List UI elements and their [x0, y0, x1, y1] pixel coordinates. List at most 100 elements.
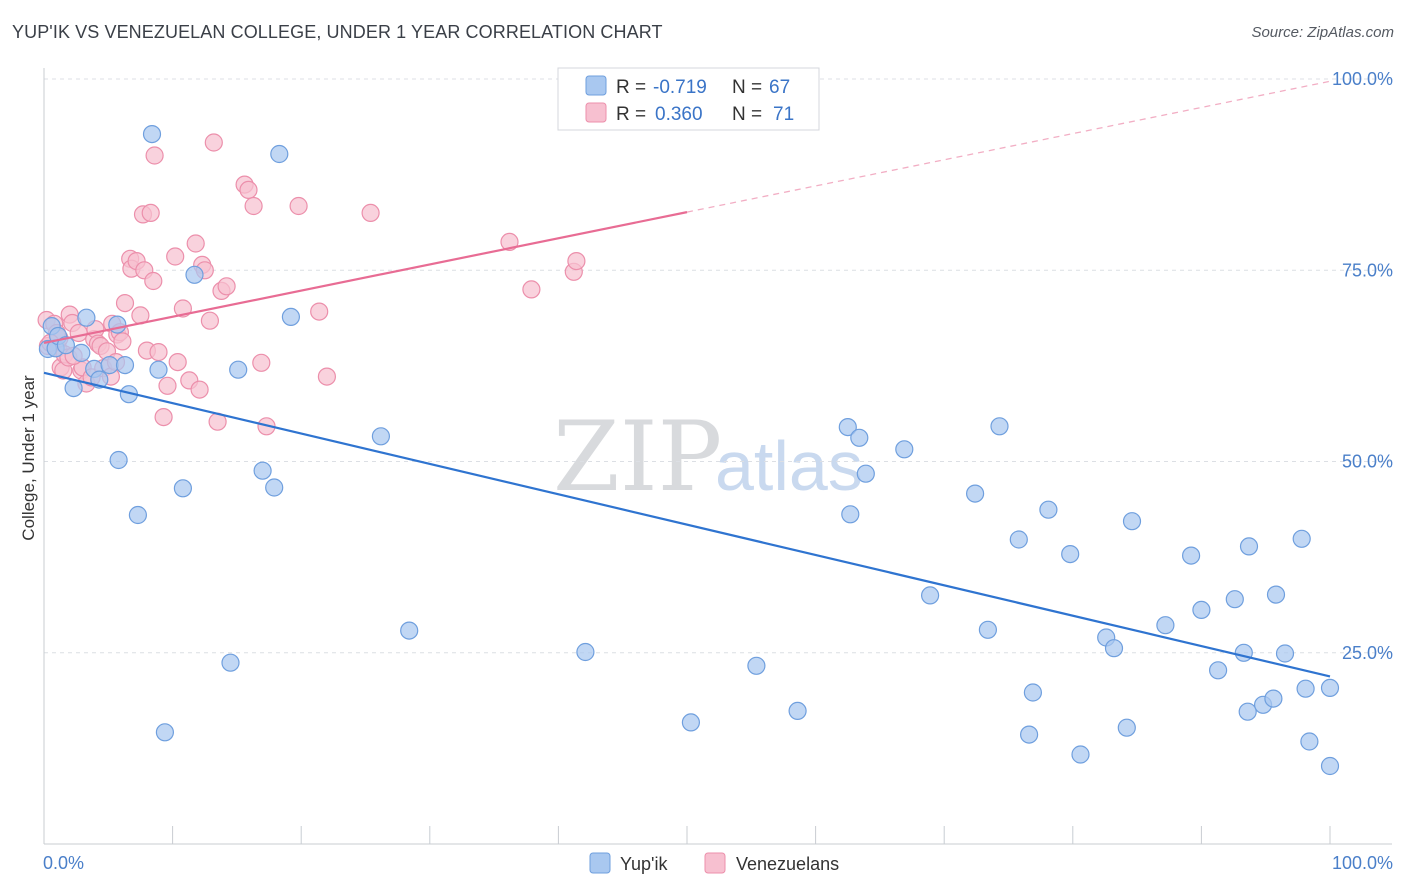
point-yupik: [978, 620, 998, 639]
point-venezuelans: [186, 234, 205, 253]
point-venezuelans: [69, 323, 88, 343]
point-yupik: [265, 478, 284, 497]
point-venezuelans: [239, 180, 258, 199]
point-venezuelans: [361, 203, 380, 222]
point-yupik: [920, 586, 940, 605]
point-yupik: [1071, 745, 1090, 764]
point-venezuelans: [244, 196, 263, 216]
legend-swatch-yupik: [585, 75, 607, 96]
point-venezuelans: [154, 408, 173, 427]
point-yupik: [990, 417, 1009, 436]
point-yupik: [1117, 718, 1136, 737]
point-yupik: [1266, 585, 1286, 604]
point-yupik: [1275, 644, 1295, 663]
stats-legend: R = -0.719 N = 67 R = 0.360 N = 71: [557, 67, 820, 131]
point-yupik: [681, 713, 701, 732]
point-venezuelans: [115, 294, 135, 313]
point-yupik: [1238, 702, 1257, 721]
point-venezuelans: [522, 280, 541, 299]
tick-labels: 25.0% 50.0% 75.0% 100.0% 0.0% 100.0%: [43, 69, 1393, 873]
point-yupik: [1239, 537, 1259, 556]
point-yupik: [253, 461, 272, 480]
point-yupik: [281, 307, 300, 326]
point-yupik: [1181, 546, 1201, 565]
y-tick-label: 50.0%: [1342, 452, 1393, 472]
point-yupik: [1296, 679, 1315, 698]
point-yupik: [115, 356, 135, 375]
point-yupik: [1009, 530, 1028, 549]
point-venezuelans: [145, 146, 164, 165]
source-label: Source: ZipAtlas.com: [1251, 24, 1394, 41]
point-venezuelans: [204, 133, 223, 152]
trend-line-yupik: [43, 371, 1331, 678]
point-yupik: [229, 360, 248, 379]
point-yupik: [1320, 678, 1340, 698]
point-yupik: [149, 360, 168, 379]
point-venezuelans: [158, 376, 177, 395]
point-yupik: [128, 505, 147, 525]
point-yupik: [1320, 756, 1340, 776]
x-tick-label: 100.0%: [1332, 853, 1393, 873]
point-yupik: [155, 723, 174, 742]
axes: [43, 68, 1392, 845]
point-yupik: [1039, 500, 1058, 519]
point-yupik: [173, 479, 192, 498]
point-venezuelans: [310, 302, 329, 321]
point-yupik: [270, 144, 289, 164]
point-yupik: [1264, 689, 1283, 708]
point-yupik: [185, 265, 204, 284]
point-venezuelans: [200, 311, 219, 330]
legend-n-label-yupik: N =: [732, 77, 762, 98]
point-venezuelans: [190, 380, 209, 399]
point-yupik: [371, 427, 390, 446]
legend-r-value-venezuelans: 0.360: [655, 104, 703, 125]
point-yupik: [1225, 590, 1244, 609]
point-venezuelans: [567, 252, 586, 271]
point-venezuelans: [289, 196, 308, 216]
y-tick-label: 75.0%: [1342, 260, 1393, 280]
chart-title: YUP'IK VS VENEZUELAN COLLEGE, UNDER 1 YE…: [12, 22, 663, 42]
point-yupik: [108, 315, 127, 334]
watermark-zip: ZIP: [553, 401, 722, 513]
y-tick-label: 25.0%: [1342, 643, 1393, 663]
point-yupik: [1300, 732, 1319, 751]
point-yupik: [838, 418, 857, 437]
point-yupik: [1061, 544, 1080, 564]
point-yupik: [856, 464, 875, 483]
point-yupik: [142, 125, 162, 144]
point-venezuelans: [144, 271, 163, 291]
point-yupik: [109, 450, 128, 470]
point-yupik: [965, 484, 985, 503]
point-yupik: [788, 701, 807, 721]
bottom-legend-swatch-venezuelans: [704, 852, 726, 874]
legend-swatch-venezuelans: [585, 102, 607, 123]
point-yupik: [1104, 639, 1124, 658]
point-yupik: [1122, 512, 1142, 531]
bottom-legend-swatch-yupik: [589, 852, 611, 874]
point-venezuelans: [317, 367, 336, 386]
series-legend: Yup'ik Venezuelans: [589, 852, 839, 874]
point-venezuelans: [168, 353, 187, 372]
legend-n-value-venezuelans: 71: [773, 104, 794, 125]
point-yupik: [1292, 529, 1311, 548]
x-tick-label: 0.0%: [43, 853, 84, 873]
point-yupik: [1019, 725, 1039, 744]
point-yupik: [1156, 616, 1175, 635]
point-venezuelans: [217, 277, 236, 296]
y-tick-label: 100.0%: [1332, 69, 1393, 89]
point-venezuelans: [166, 247, 185, 266]
legend-r-label-yupik: R =: [616, 77, 646, 98]
point-yupik: [841, 505, 860, 524]
point-venezuelans: [141, 203, 160, 222]
point-yupik: [400, 621, 419, 640]
point-yupik: [56, 336, 76, 355]
trend-lines: [43, 80, 1331, 678]
legend-r-value-yupik: -0.719: [653, 77, 707, 98]
point-yupik: [100, 356, 119, 375]
point-yupik: [1023, 683, 1043, 702]
point-venezuelans: [149, 343, 168, 362]
legend-n-value-yupik: 67: [769, 77, 790, 98]
trend-line-venezuelans: [43, 211, 688, 345]
